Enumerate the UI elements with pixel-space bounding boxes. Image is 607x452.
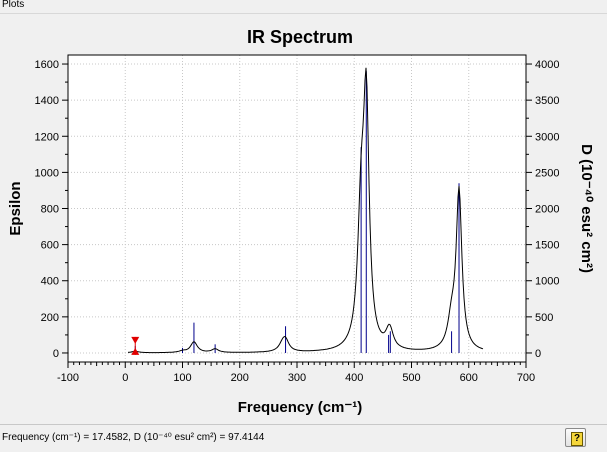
window-titlebar: Plots bbox=[0, 0, 607, 14]
x-tick-label: -100 bbox=[57, 372, 79, 384]
y2-tick-label: 3500 bbox=[535, 95, 559, 107]
x-tick-label: 400 bbox=[345, 372, 363, 384]
y2-tick-label: 4000 bbox=[535, 59, 559, 71]
help-icon: ? bbox=[571, 432, 583, 446]
x-tick-label: 0 bbox=[122, 372, 128, 384]
y2-tick-label: 1000 bbox=[535, 276, 559, 288]
y-tick-label: 0 bbox=[53, 348, 59, 360]
y2-tick-label: 3000 bbox=[535, 131, 559, 143]
y-tick-label: 1200 bbox=[35, 131, 59, 143]
cursor-readout: Frequency (cm⁻¹) = 17.4582, D (10⁻⁴⁰ esu… bbox=[2, 432, 265, 443]
y2-axis-label: D (10⁻⁴⁰ esu² cm²) bbox=[578, 144, 595, 273]
spectrum-line bbox=[127, 67, 484, 354]
y-tick-label: 1000 bbox=[35, 167, 59, 179]
ir-spectrum-chart[interactable]: -100 0 100 200 300 400 500 600 70002004006008001… bbox=[0, 14, 607, 424]
x-tick-label: 500 bbox=[402, 372, 420, 384]
plot-area[interactable]: -100 0 100 200 300 400 500 600 700 0 200 400 600 800 1… bbox=[0, 14, 607, 424]
y-tick-label: 1400 bbox=[35, 95, 59, 107]
chart-title: IR Spectrum bbox=[247, 27, 353, 47]
y-tick-label: 800 bbox=[41, 204, 59, 216]
x-tick-label: 700 bbox=[517, 372, 535, 384]
y2-tick-label: 1500 bbox=[535, 240, 559, 252]
y2-tick-label: 2000 bbox=[535, 204, 559, 216]
y2-tick-label: 0 bbox=[535, 348, 541, 360]
x-tick-label: 600 bbox=[460, 372, 478, 384]
x-tick-label: 100 bbox=[173, 372, 191, 384]
window-title: Plots bbox=[2, 0, 25, 10]
y2-tick-label: 2500 bbox=[535, 167, 559, 179]
y-tick-label: 600 bbox=[41, 240, 59, 252]
help-button[interactable]: ? bbox=[565, 428, 586, 447]
x-tick-label: 300 bbox=[288, 372, 306, 384]
y-tick-label: 1600 bbox=[35, 59, 59, 71]
x-tick-label: 200 bbox=[231, 372, 249, 384]
x-axis-label: Frequency (cm⁻¹) bbox=[238, 399, 363, 416]
status-bar: Frequency (cm⁻¹) = 17.4582, D (10⁻⁴⁰ esu… bbox=[0, 424, 607, 452]
y-tick-label: 200 bbox=[41, 312, 59, 324]
y2-tick-label: 500 bbox=[535, 312, 553, 324]
y-axis-label: Epsilon bbox=[7, 181, 24, 235]
y-tick-label: 400 bbox=[41, 276, 59, 288]
